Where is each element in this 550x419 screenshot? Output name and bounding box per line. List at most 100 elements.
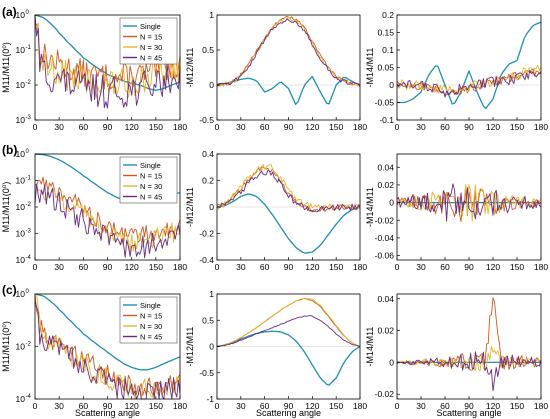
y-tick-label: 1 [209, 10, 214, 20]
y-tick-label: 10 [16, 255, 26, 265]
y-tick-label: -0.4 [199, 255, 214, 265]
x-axis-label: Scattering angle [436, 408, 501, 418]
y-tick-label: -0.02 [375, 215, 395, 225]
x-tick-label: 180 [173, 401, 187, 411]
y-axis-label: -M14/M11 [365, 187, 375, 227]
y-axis-label: -M14/M11 [365, 327, 375, 367]
y-tick-label: -1 [206, 394, 214, 404]
series-line-single [216, 193, 361, 254]
y-tick-label: 0.4 [202, 149, 214, 159]
x-tick-label: 0 [395, 262, 400, 272]
row-label-c: (c) [2, 283, 17, 297]
x-tick-label: 30 [54, 122, 64, 132]
x-tick-label: 120 [486, 262, 500, 272]
y-tick-label: 10 [16, 229, 26, 239]
y-tick-label: 10 [16, 176, 26, 186]
x-tick-label: 150 [149, 122, 163, 132]
series-line-single [34, 14, 181, 92]
x-tick-label: 120 [486, 401, 500, 411]
legend-label: N = 30 [140, 322, 162, 331]
series-line-n-15 [34, 176, 181, 244]
series-line-n-45 [216, 315, 361, 348]
x-axis-label: Scattering angle [256, 408, 321, 418]
y-tick-label: -0.5 [199, 368, 214, 378]
x-tick-label: 90 [103, 401, 113, 411]
y-tick-label: 0.2 [202, 176, 214, 186]
series-line-single [216, 75, 361, 105]
y-tick-label: -0.06 [375, 251, 395, 261]
x-tick-label: 60 [440, 262, 450, 272]
series-line-n-15 [34, 294, 181, 396]
x-tick-label: 180 [353, 262, 367, 272]
y-tick-label: 0.2 [382, 10, 394, 20]
x-tick-label: 30 [236, 262, 246, 272]
y-tick-exponent: 0 [26, 149, 30, 155]
series-line-n-45 [34, 183, 181, 259]
legend-label: N = 15 [140, 172, 162, 181]
y-tick-exponent: 0 [26, 10, 30, 16]
y-tick-label: -0.2 [199, 229, 214, 239]
panel-b2: 0 30 60 90 120 150 180 -0.4 -0.2 0 0.2 0.4 -M12/M11 [185, 149, 367, 272]
x-tick-label: 30 [416, 401, 426, 411]
x-tick-label: 0 [215, 262, 220, 272]
x-tick-label: 150 [329, 401, 343, 411]
x-tick-label: 0 [33, 122, 38, 132]
x-tick-label: 120 [486, 122, 500, 132]
x-tick-label: 90 [103, 262, 113, 272]
series-line-n-30 [34, 17, 181, 99]
series-line-n-45 [216, 170, 361, 213]
x-tick-label: 90 [284, 122, 294, 132]
y-tick-label: 10 [16, 10, 26, 20]
series-line-n-15 [34, 22, 181, 91]
y-tick-label: 0.04 [377, 162, 394, 172]
y-tick-label: -0.04 [375, 233, 395, 243]
y-tick-label: 10 [16, 394, 26, 404]
x-tick-label: 90 [284, 262, 294, 272]
legend-label: Single [140, 161, 161, 170]
y-tick-label: 0 [389, 198, 394, 208]
x-tick-label: 30 [54, 262, 64, 272]
y-tick-label: 0.5 [202, 315, 214, 325]
y-tick-exponent: -1 [26, 176, 32, 182]
y-tick-label: 10 [16, 45, 26, 55]
legend-label: N = 15 [140, 312, 162, 321]
x-tick-label: 0 [215, 122, 220, 132]
y-tick-label: 0 [209, 202, 214, 212]
y-tick-label: 10 [16, 149, 26, 159]
x-tick-label: 150 [510, 401, 524, 411]
series-line-n-45 [34, 302, 181, 400]
x-tick-label: 0 [33, 262, 38, 272]
x-tick-label: 150 [329, 262, 343, 272]
y-tick-label: 0 [389, 357, 394, 367]
x-tick-label: 150 [149, 401, 163, 411]
x-tick-label: 30 [54, 401, 64, 411]
x-tick-label: 60 [260, 262, 270, 272]
y-axis-label: M11/M11(0⁰) [1, 42, 11, 93]
axes-box [216, 14, 361, 121]
y-tick-label: 0.1 [382, 45, 394, 55]
x-tick-label: 180 [534, 122, 548, 132]
x-tick-label: 30 [416, 122, 426, 132]
series-line-single [397, 21, 542, 110]
y-axis-label: M11/M11(0⁰) [1, 182, 11, 233]
x-tick-label: 180 [534, 262, 548, 272]
x-tick-label: 180 [353, 401, 367, 411]
series-line-n-45 [396, 183, 542, 222]
series-line-n-30 [396, 183, 542, 222]
y-axis-label: -M14/M11 [365, 48, 375, 88]
y-axis-label: -M12/M11 [185, 187, 195, 227]
series-line-n-45 [216, 18, 361, 88]
legend-label: N = 15 [140, 33, 162, 42]
x-tick-label: 120 [125, 262, 139, 272]
x-tick-label: 60 [440, 122, 450, 132]
x-tick-label: 60 [260, 401, 270, 411]
legend: Single N = 15N = 30 N = 45 [119, 156, 178, 204]
y-tick-label: 0.15 [377, 28, 394, 38]
x-axis-label: Scattering angle [75, 408, 140, 418]
x-tick-label: 180 [534, 401, 548, 411]
y-tick-label: -0.5 [199, 115, 214, 125]
y-tick-label: 0.02 [377, 180, 394, 190]
